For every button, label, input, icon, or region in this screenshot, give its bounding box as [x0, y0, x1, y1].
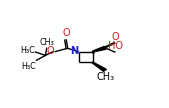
- Polygon shape: [92, 62, 106, 71]
- Polygon shape: [92, 47, 106, 52]
- Text: O: O: [46, 46, 54, 56]
- Text: O: O: [63, 28, 70, 38]
- Text: CH₃: CH₃: [96, 72, 114, 82]
- Text: H₃C: H₃C: [20, 46, 35, 55]
- Text: HO: HO: [108, 40, 123, 51]
- Text: N: N: [70, 46, 78, 56]
- Text: CH₃: CH₃: [39, 38, 54, 47]
- Text: H₃C: H₃C: [21, 62, 36, 71]
- Text: O: O: [111, 32, 119, 42]
